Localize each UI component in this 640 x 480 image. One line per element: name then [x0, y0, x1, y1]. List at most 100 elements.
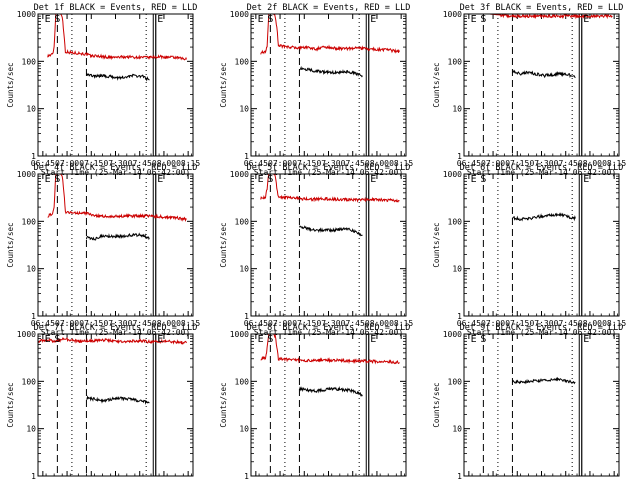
y-tick-label: 1 — [31, 472, 36, 480]
y-tick-label: 10 — [26, 105, 36, 114]
series-events-line — [511, 69, 576, 79]
y-tick-label: 100 — [235, 377, 250, 386]
y-tick-label: 10 — [239, 105, 249, 114]
x-tick-label: 08:15 — [176, 319, 200, 328]
y-axis-label: Counts/sec — [219, 222, 228, 267]
x-axis-label: Start Time (25-Mar-14 06:42:00) — [254, 168, 403, 177]
y-tick-label: 1 — [457, 312, 462, 321]
marker-E-end: E — [370, 14, 376, 25]
plot-frame — [463, 333, 620, 477]
x-tick-label: 07:00 — [268, 159, 292, 168]
panel-title: Det 2f BLACK = Events, RED = LLD — [247, 3, 411, 13]
x-tick-label: 07:45 — [128, 319, 152, 328]
plot-frame — [250, 333, 407, 477]
y-axis-label: Counts/sec — [6, 62, 15, 107]
y-axis-label: Counts/sec — [432, 222, 441, 267]
x-tick-label: 07:15 — [79, 159, 103, 168]
x-tick-label: 07:30 — [316, 159, 340, 168]
y-tick-label: 100 — [22, 217, 37, 226]
marker-E-start: E — [258, 14, 264, 25]
x-tick-label: 07:30 — [529, 159, 553, 168]
marker-E-end: E — [157, 14, 163, 25]
x-tick-label: 07:45 — [341, 319, 365, 328]
series-events-line — [86, 395, 150, 405]
y-tick-label: 1000 — [230, 10, 249, 19]
x-tick-label: 08:00 — [578, 319, 602, 328]
x-tick-label: 06:45 — [244, 159, 268, 168]
marker-S: S — [480, 174, 486, 185]
marker-E-start: E — [45, 334, 51, 345]
x-axis-label: Start Time (25-Mar-14 06:42:00) — [467, 328, 616, 337]
x-tick-label: 06:45 — [31, 319, 55, 328]
x-tick-label: 07:30 — [529, 319, 553, 328]
x-tick-label: 07:15 — [79, 319, 103, 328]
y-tick-label: 1000 — [17, 170, 36, 179]
x-tick-label: 08:15 — [176, 159, 200, 168]
y-axis-label: Counts/sec — [432, 382, 441, 427]
y-tick-label: 1 — [457, 472, 462, 480]
x-tick-label: 08:15 — [602, 319, 626, 328]
marker-E-end: E — [370, 174, 376, 185]
marker-E-end: E — [157, 334, 163, 345]
marker-E-start: E — [45, 174, 51, 185]
x-tick-label: 07:15 — [505, 319, 529, 328]
x-tick-label: 07:00 — [268, 319, 292, 328]
x-tick-label: 08:00 — [365, 319, 389, 328]
panel-title: Det 9f BLACK = Events, RED = LLD — [460, 323, 624, 333]
panel-det-4f: Det 4f BLACK = Events, RED = LLD 1 10 100 10… — [6, 163, 200, 337]
x-tick-label: 07:45 — [341, 159, 365, 168]
x-tick-label: 07:30 — [103, 319, 127, 328]
series-lld-line — [260, 14, 400, 55]
x-axis-label: Start Time (25-Mar-14 06:42:00) — [41, 168, 190, 177]
x-tick-label: 07:15 — [292, 159, 316, 168]
x-tick-label: 07:45 — [554, 159, 578, 168]
marker-E-start: E — [471, 334, 477, 345]
y-tick-label: 1000 — [230, 170, 249, 179]
y-tick-label: 1 — [244, 472, 249, 480]
x-tick-label: 06:45 — [31, 159, 55, 168]
plot-frame — [37, 333, 194, 477]
marker-S: S — [54, 174, 60, 185]
y-tick-label: 1 — [457, 152, 462, 161]
marker-S: S — [267, 174, 273, 185]
y-tick-label: 100 — [22, 57, 37, 66]
y-tick-label: 10 — [239, 265, 249, 274]
plot-frame — [37, 173, 194, 317]
x-tick-label: 07:15 — [505, 159, 529, 168]
y-tick-label: 1000 — [230, 330, 249, 339]
series-events-line — [511, 212, 576, 222]
plot-frame — [37, 13, 194, 157]
y-tick-label: 10 — [239, 425, 249, 434]
panel-title: Det 6f BLACK = Events, RED = LLD — [460, 163, 624, 173]
marker-S: S — [267, 334, 273, 345]
marker-E-end: E — [583, 14, 589, 25]
y-tick-label: 1000 — [443, 330, 462, 339]
x-tick-label: 06:45 — [457, 319, 481, 328]
x-tick-label: 08:00 — [152, 319, 176, 328]
series-events-line — [298, 386, 363, 397]
x-tick-label: 06:45 — [244, 319, 268, 328]
marker-E-start: E — [45, 14, 51, 25]
panel-det-8f: Det 8f BLACK = Events, RED = LLD 1 10 100 10… — [219, 323, 413, 480]
x-tick-label: 07:30 — [316, 319, 340, 328]
series-lld-line — [473, 14, 613, 20]
panel-det-5f: Det 5f BLACK = Events, RED = LLD 1 10 100 10… — [219, 163, 413, 337]
x-tick-label: 07:15 — [292, 319, 316, 328]
y-tick-label: 1 — [31, 312, 36, 321]
x-tick-label: 07:00 — [481, 319, 505, 328]
y-axis-label: Counts/sec — [6, 382, 15, 427]
y-tick-label: 10 — [452, 425, 462, 434]
marker-E-start: E — [258, 174, 264, 185]
y-tick-label: 100 — [448, 217, 463, 226]
panel-title: Det 8f BLACK = Events, RED = LLD — [247, 323, 411, 333]
marker-E-start: E — [471, 14, 477, 25]
marker-S: S — [480, 334, 486, 345]
y-tick-label: 1000 — [443, 10, 462, 19]
series-lld-line — [47, 14, 187, 61]
marker-E-start: E — [258, 334, 264, 345]
x-tick-label: 08:15 — [602, 159, 626, 168]
panel-det-2f: Det 2f BLACK = Events, RED = LLD 1 10 100 10… — [219, 3, 413, 177]
series-events-line — [299, 65, 363, 78]
series-events-line — [298, 225, 363, 237]
